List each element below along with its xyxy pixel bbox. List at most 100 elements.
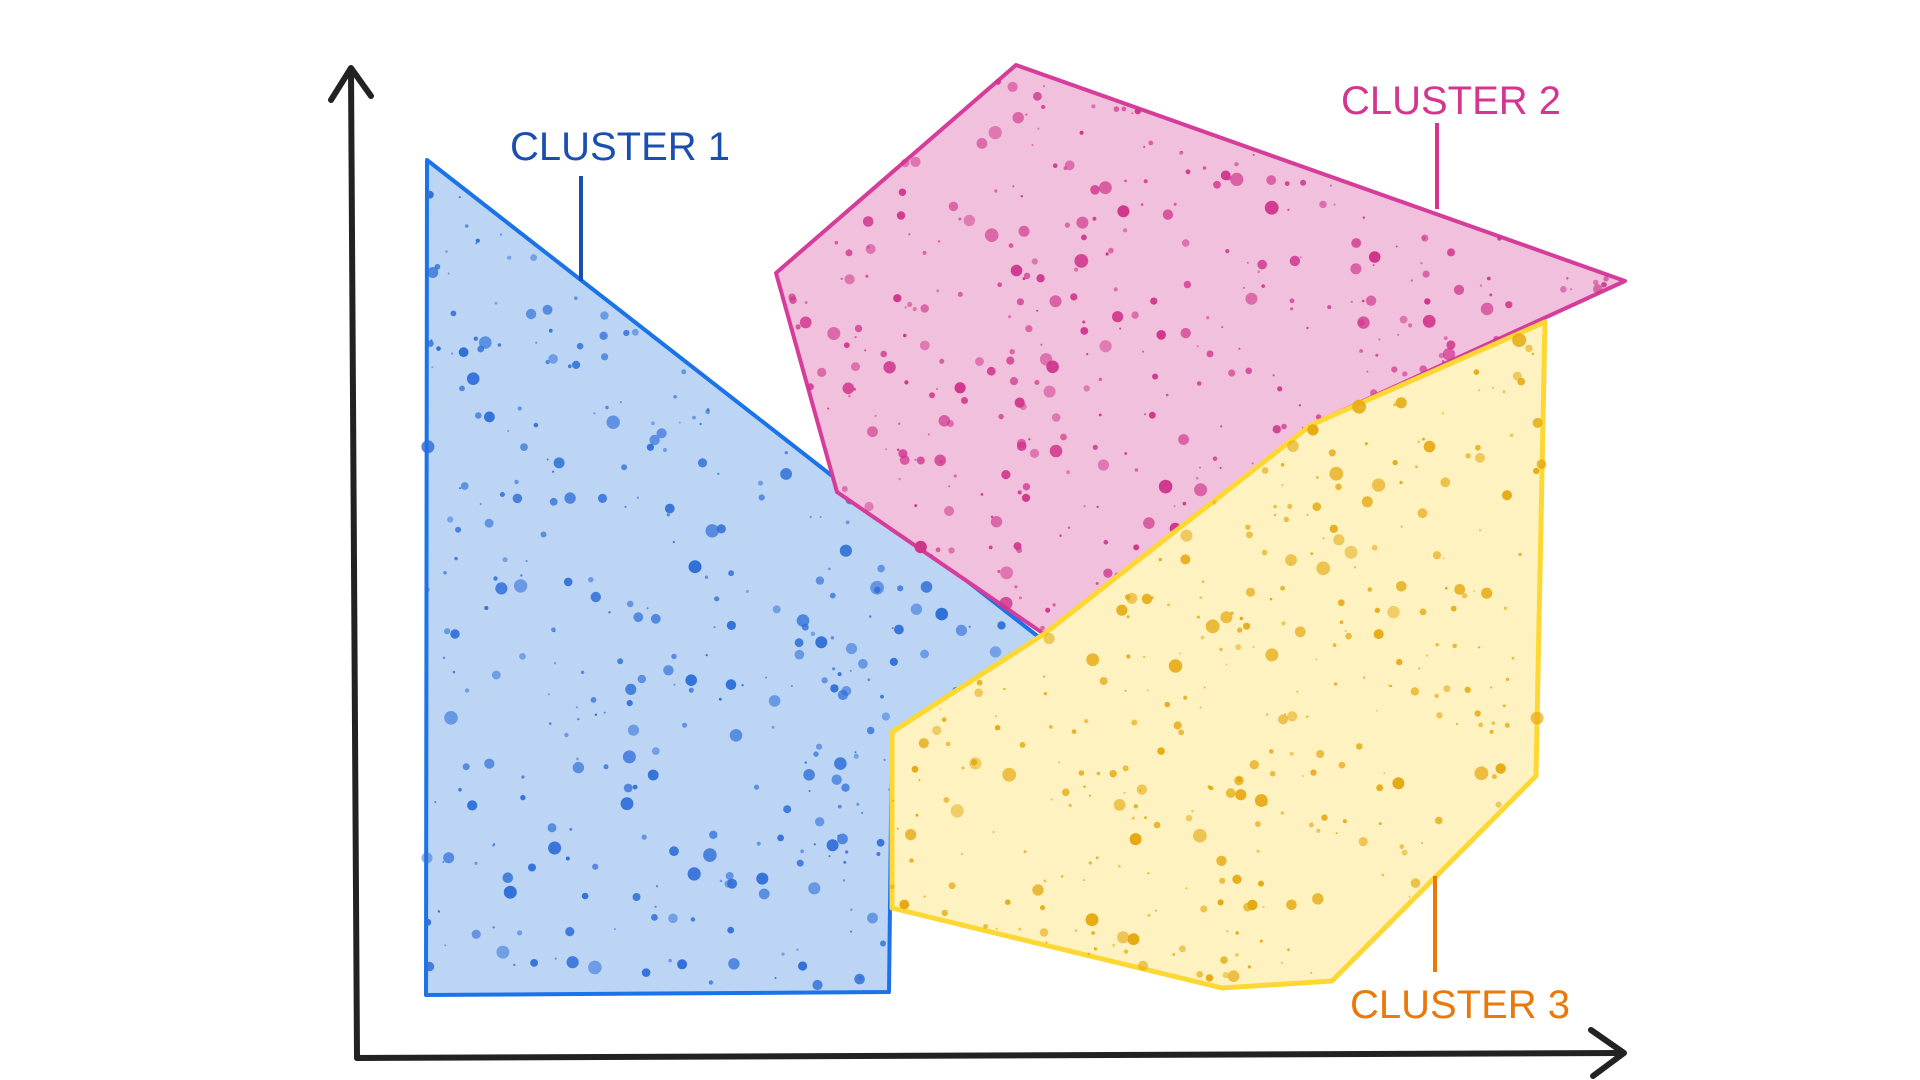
cluster-2-point bbox=[1225, 249, 1230, 254]
cluster-3-point bbox=[1396, 658, 1403, 666]
cluster-2-point bbox=[854, 324, 863, 333]
cluster-3-point bbox=[1307, 424, 1319, 436]
cluster-2-point bbox=[1443, 336, 1448, 340]
cluster-3-point bbox=[1473, 369, 1480, 375]
cluster-1-point bbox=[450, 352, 454, 355]
cluster-3-point bbox=[1440, 477, 1451, 488]
cluster-2-point bbox=[1119, 327, 1122, 330]
cluster-3-point bbox=[896, 827, 899, 830]
cluster-3-point bbox=[1124, 689, 1127, 692]
cluster-2-point bbox=[1570, 288, 1573, 291]
cluster-1-point bbox=[688, 560, 702, 574]
cluster-3-point bbox=[1312, 893, 1324, 905]
cluster-3-point bbox=[941, 909, 948, 917]
cluster-1-point bbox=[437, 910, 441, 913]
cluster-3-point bbox=[1364, 442, 1368, 446]
cluster-3-point bbox=[1200, 635, 1205, 640]
axes bbox=[328, 65, 1627, 1079]
cluster-2-point bbox=[1266, 175, 1277, 186]
cluster-1-point bbox=[474, 861, 478, 865]
cluster-3-point bbox=[1287, 711, 1298, 722]
cluster-1-point bbox=[858, 976, 863, 980]
cluster-3-point bbox=[1367, 587, 1373, 592]
cluster-3-point bbox=[1434, 693, 1439, 699]
cluster-2-point bbox=[864, 501, 874, 512]
cluster-1-point bbox=[801, 623, 809, 631]
cluster-2-point bbox=[1257, 259, 1267, 270]
cluster-1-point bbox=[600, 311, 609, 320]
cluster-2-point bbox=[1018, 225, 1030, 237]
cluster-1-point bbox=[576, 342, 584, 350]
cluster-3-point bbox=[905, 829, 917, 841]
cluster-2-point bbox=[1219, 466, 1222, 469]
cluster-3-point bbox=[1261, 467, 1269, 474]
cluster-1-point bbox=[880, 694, 884, 699]
cluster-2-point bbox=[1097, 459, 1109, 471]
cluster-1-point bbox=[758, 888, 770, 900]
cluster-3-point bbox=[1201, 580, 1205, 583]
cluster-2-point bbox=[840, 277, 843, 280]
cluster-3-point bbox=[1504, 722, 1510, 728]
cluster-1-point bbox=[682, 722, 688, 728]
cluster-2-point bbox=[1117, 205, 1130, 218]
cluster-1-point bbox=[920, 649, 929, 659]
cluster-2-point bbox=[1016, 441, 1027, 452]
cluster-2-point bbox=[842, 382, 855, 395]
cluster-1-point bbox=[424, 961, 435, 972]
cluster-2-point bbox=[1143, 145, 1146, 148]
cluster-3-point bbox=[1503, 606, 1508, 610]
cluster-1-point bbox=[603, 711, 606, 714]
cluster-3-point bbox=[1280, 585, 1285, 591]
cluster-2-point bbox=[1033, 91, 1042, 101]
cluster-3-point bbox=[1068, 804, 1072, 807]
cluster-1-point bbox=[521, 775, 525, 779]
cluster-3-point bbox=[1374, 607, 1381, 613]
cluster-2-point bbox=[922, 250, 927, 255]
cluster-1-point bbox=[883, 758, 886, 762]
cluster-2-point bbox=[1359, 349, 1363, 353]
cluster-1-point bbox=[668, 913, 678, 924]
cluster-1-point bbox=[631, 328, 639, 336]
cluster-3-point bbox=[1158, 557, 1163, 562]
cluster-3-point bbox=[1315, 658, 1318, 661]
cluster-3-point bbox=[1122, 765, 1129, 772]
cluster-1-point bbox=[458, 787, 462, 792]
cluster-1-point bbox=[677, 959, 688, 970]
cluster-3-point bbox=[1306, 428, 1309, 431]
cluster-3-point bbox=[1278, 714, 1289, 725]
cluster-3-point bbox=[994, 725, 1001, 731]
cluster-3-point bbox=[960, 852, 964, 856]
cluster-3-point bbox=[1316, 561, 1331, 576]
cluster-1-point bbox=[576, 757, 579, 761]
cluster-1-point bbox=[464, 688, 470, 693]
cluster-1-point bbox=[856, 802, 860, 806]
cluster-2-point bbox=[938, 415, 951, 427]
cluster-3-point bbox=[1393, 403, 1397, 407]
cluster-3-point bbox=[969, 757, 982, 770]
cluster-1-point bbox=[809, 515, 812, 519]
cluster-1-point bbox=[548, 722, 552, 725]
cluster-1-point bbox=[685, 674, 697, 686]
cluster-2-point bbox=[1143, 517, 1155, 529]
cluster-1-point bbox=[565, 856, 570, 861]
cluster-3-point bbox=[1491, 721, 1496, 725]
cluster-2-point bbox=[885, 448, 887, 451]
cluster-1-point bbox=[549, 497, 558, 506]
cluster-3-point bbox=[1246, 531, 1253, 539]
cluster-1-point bbox=[593, 412, 596, 415]
cluster-2-point bbox=[1074, 267, 1079, 272]
cluster-2-point bbox=[1092, 216, 1097, 221]
cluster-3-point bbox=[1180, 554, 1191, 565]
cluster-2-point bbox=[898, 449, 908, 459]
cluster-2-point bbox=[1238, 347, 1241, 350]
cluster-1-point bbox=[626, 700, 633, 707]
cluster-1-point bbox=[491, 670, 501, 680]
cluster-2-point bbox=[1165, 393, 1169, 397]
cluster-2-point bbox=[1083, 505, 1086, 508]
cluster-3-label: CLUSTER 3 bbox=[1350, 983, 1570, 1027]
cluster-3-point bbox=[1222, 971, 1229, 979]
cluster-1-point bbox=[803, 769, 815, 781]
cluster-3-point bbox=[1109, 770, 1117, 778]
cluster-2-point bbox=[874, 414, 877, 417]
cluster-1-point bbox=[592, 863, 599, 870]
